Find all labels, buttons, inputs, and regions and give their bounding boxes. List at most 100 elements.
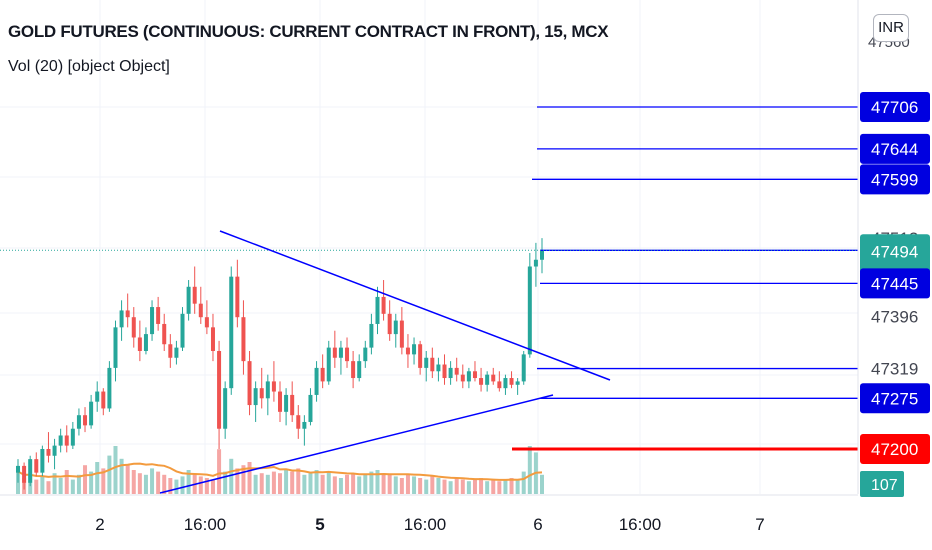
volume-bar xyxy=(375,470,380,494)
volume-bar xyxy=(479,478,484,494)
volume-ma-line xyxy=(17,462,543,481)
volume-bar xyxy=(412,476,417,494)
volume-bar xyxy=(16,471,20,494)
candle-body xyxy=(168,344,173,358)
candle-body xyxy=(387,313,392,335)
volume-bar xyxy=(308,473,313,494)
candle-body xyxy=(338,347,343,358)
volume-bar xyxy=(320,474,325,494)
volume-bar xyxy=(156,471,161,494)
volume-bar xyxy=(351,473,356,494)
candle-body xyxy=(229,276,234,389)
volume-value-label: 107 xyxy=(871,477,898,494)
candle-body xyxy=(357,361,362,379)
volume-bar xyxy=(284,470,289,494)
volume-bar xyxy=(259,473,264,494)
volume-bar xyxy=(241,465,246,494)
volume-bar xyxy=(58,478,63,494)
candle-body xyxy=(101,391,106,409)
volume-bar xyxy=(509,478,514,494)
candle-body xyxy=(210,327,215,351)
volume-bar xyxy=(357,476,362,494)
trendline-lower xyxy=(159,394,554,494)
price-label: 47319 xyxy=(871,360,918,379)
price-label: 47275 xyxy=(871,389,918,408)
candle-body xyxy=(302,421,307,429)
candle-body xyxy=(64,435,69,446)
volume-bar xyxy=(460,479,465,494)
volume-bar xyxy=(235,468,240,494)
level-price-box xyxy=(860,133,930,164)
volume-bar xyxy=(418,478,423,494)
volume-bar xyxy=(52,473,57,494)
volume-bar xyxy=(491,479,496,494)
candle-body xyxy=(192,286,197,304)
time-tick-label: 16:00 xyxy=(619,515,662,534)
time-tick-label: 7 xyxy=(755,515,764,534)
candle-body xyxy=(271,381,276,392)
volume-bar xyxy=(70,479,75,494)
candle-body xyxy=(137,337,142,351)
volume-bars xyxy=(16,446,544,494)
candle-body xyxy=(485,374,490,385)
time-tick-label: 16:00 xyxy=(184,515,227,534)
volume-bar xyxy=(137,473,142,494)
price-scale[interactable]: 477064764447599475124749400:214744547396… xyxy=(857,0,930,497)
volume-bar xyxy=(253,474,258,494)
volume-bar xyxy=(442,479,447,494)
candle-body xyxy=(83,415,88,426)
candle-body xyxy=(466,371,471,382)
volume-bar xyxy=(210,479,215,494)
candle-body xyxy=(40,449,45,473)
candle-body xyxy=(393,320,398,335)
candle-body xyxy=(351,361,356,379)
volume-bar xyxy=(521,471,526,494)
red-level-box xyxy=(860,434,930,464)
volume-bar xyxy=(217,449,222,494)
volume-bar xyxy=(278,473,282,494)
candle-body xyxy=(399,320,404,348)
volume-bar xyxy=(296,468,301,494)
candle-body xyxy=(412,344,417,355)
volume-indicator-label[interactable]: Vol (20) [object Object] xyxy=(8,58,170,75)
volume-bar xyxy=(271,471,276,494)
volume-bar xyxy=(198,476,203,494)
volume-bar xyxy=(338,478,343,494)
volume-bar xyxy=(497,481,502,494)
candle-body xyxy=(70,428,75,446)
volume-bar xyxy=(119,458,124,494)
candle-body xyxy=(174,347,179,358)
candle-body xyxy=(460,374,465,382)
time-tick-label: 16:00 xyxy=(404,515,447,534)
candle-body xyxy=(34,459,39,473)
volume-bar xyxy=(466,481,471,494)
candle-body xyxy=(296,415,301,429)
candle-body xyxy=(95,391,100,402)
volume-bar xyxy=(527,446,532,494)
price-label: 47599 xyxy=(871,170,918,189)
volume-bar xyxy=(503,479,508,494)
time-scale[interactable]: 2 16:00 5 16:00 6 16:00 7 xyxy=(0,494,858,534)
volume-bar xyxy=(381,473,386,494)
candle-body xyxy=(198,303,203,318)
volume-bar xyxy=(40,476,45,494)
candle-body xyxy=(113,327,118,368)
volume-bar xyxy=(204,478,209,494)
volume-bar xyxy=(150,468,155,494)
candle-body xyxy=(52,445,57,456)
chart-title: GOLD FUTURES (CONTINUOUS: CURRENT CONTRA… xyxy=(8,22,609,41)
candle-body xyxy=(28,459,33,483)
volume-bar xyxy=(454,478,459,494)
price-label: 47644 xyxy=(871,140,918,159)
candle-body xyxy=(491,374,496,382)
time-tick-label: 6 xyxy=(533,515,542,534)
volume-value-box xyxy=(860,471,904,497)
volume-bar xyxy=(174,479,179,494)
volume-bar xyxy=(290,471,295,494)
candle-body xyxy=(345,347,350,362)
currency-button[interactable]: INR xyxy=(873,14,909,42)
candle-body xyxy=(503,378,508,389)
volume-bar xyxy=(485,481,490,494)
candle-body xyxy=(308,394,313,422)
